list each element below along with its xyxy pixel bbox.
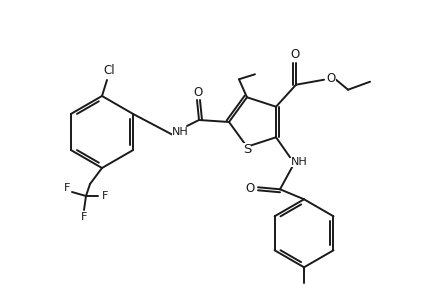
Text: O: O bbox=[246, 182, 254, 195]
Text: NH: NH bbox=[291, 157, 307, 167]
Text: F: F bbox=[81, 212, 87, 222]
Text: F: F bbox=[64, 183, 70, 193]
Text: F: F bbox=[102, 191, 108, 201]
Text: O: O bbox=[290, 48, 300, 61]
Text: S: S bbox=[243, 143, 251, 156]
Text: NH: NH bbox=[172, 127, 188, 137]
Text: O: O bbox=[194, 85, 202, 99]
Text: Cl: Cl bbox=[103, 64, 115, 78]
Text: O: O bbox=[327, 72, 336, 85]
